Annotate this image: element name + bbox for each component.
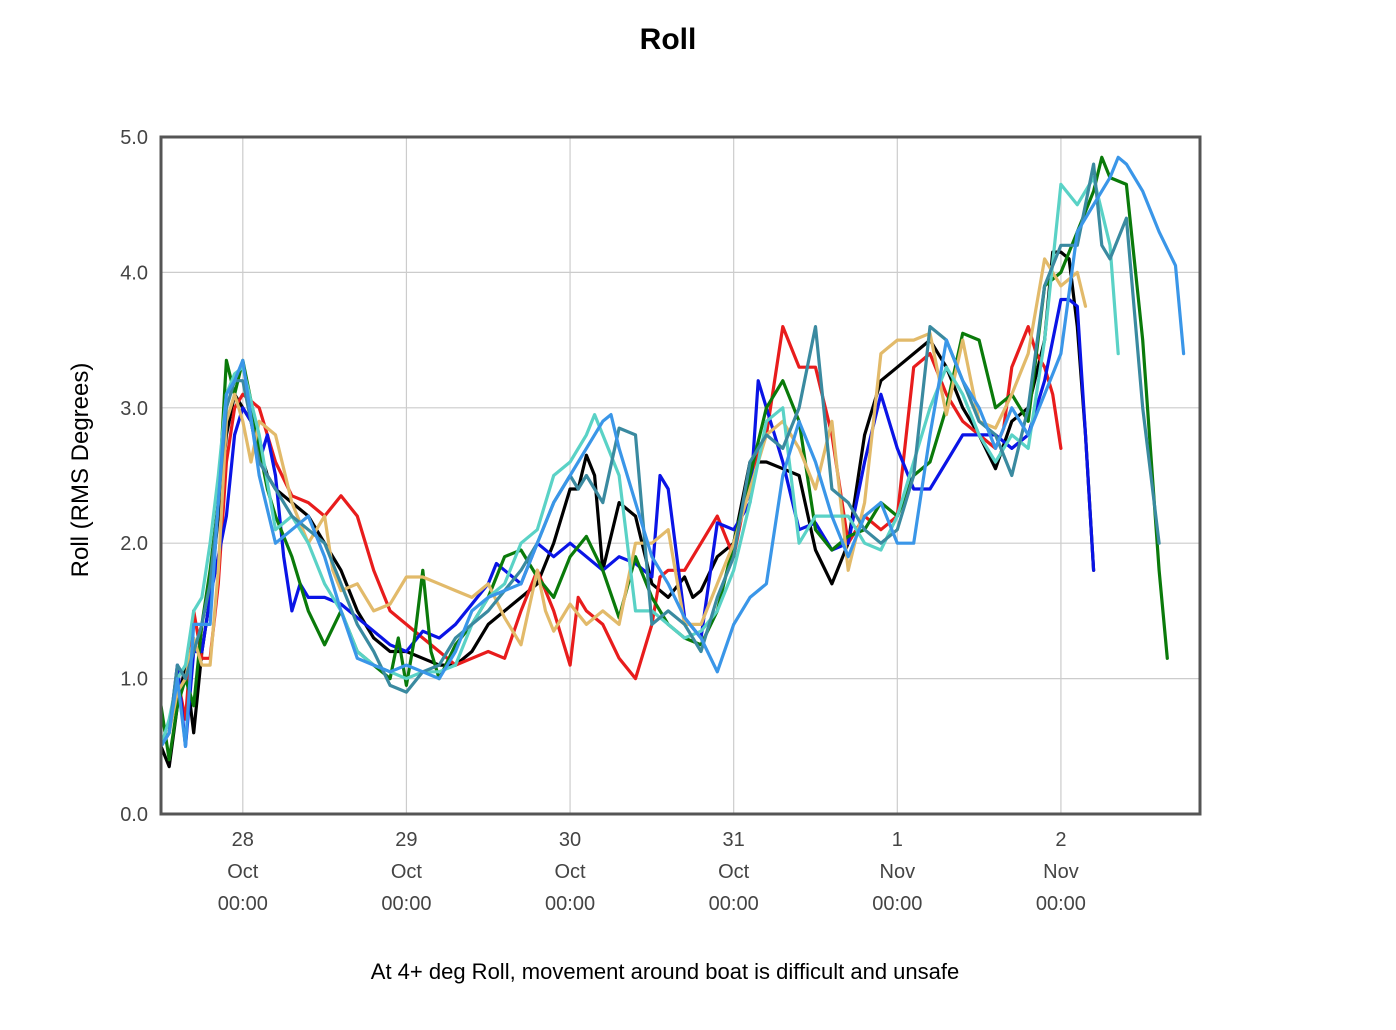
y-axis-label: Roll (RMS Degrees) bbox=[67, 363, 94, 578]
x-tick-label: 00:00 bbox=[218, 893, 268, 915]
x-tick-label: Oct bbox=[227, 861, 259, 883]
y-tick-label: 4.0 bbox=[120, 262, 148, 284]
x-tick-label: 00:00 bbox=[709, 893, 759, 915]
x-tick-label: 28 bbox=[232, 829, 254, 851]
x-tick-label: Nov bbox=[880, 861, 916, 883]
x-tick-label: 00:00 bbox=[545, 893, 595, 915]
x-tick-label: 30 bbox=[559, 829, 581, 851]
y-tick-label: 5.0 bbox=[120, 127, 148, 149]
x-tick-label: 00:00 bbox=[381, 893, 431, 915]
x-tick-label: 1 bbox=[892, 829, 903, 851]
x-tick-label: Oct bbox=[391, 861, 423, 883]
chart-caption: At 4+ deg Roll, movement around boat is … bbox=[371, 959, 959, 984]
series-line-gold bbox=[161, 257, 1088, 748]
plot-frame bbox=[159, 135, 1202, 816]
y-tick-label: 3.0 bbox=[120, 398, 148, 420]
grid-lines bbox=[161, 136, 1200, 815]
x-tick-label: 31 bbox=[723, 829, 745, 851]
x-tick-label: 2 bbox=[1055, 829, 1066, 851]
chart-title: Roll bbox=[640, 23, 697, 56]
x-tick-label: 00:00 bbox=[1036, 893, 1086, 915]
series-line-green bbox=[161, 155, 1169, 762]
y-tick-label: 2.0 bbox=[120, 533, 148, 555]
series-line-steel-teal bbox=[161, 162, 1161, 748]
series-line-black bbox=[161, 250, 1096, 769]
x-tick-label: 00:00 bbox=[872, 893, 922, 915]
y-tick-label: 0.0 bbox=[120, 804, 148, 826]
x-tick-label: 29 bbox=[395, 829, 417, 851]
y-tick-label: 1.0 bbox=[120, 669, 148, 691]
series-lines bbox=[161, 155, 1186, 769]
x-tick-label: Nov bbox=[1043, 861, 1079, 883]
x-tick-label: Oct bbox=[718, 861, 750, 883]
series-line-sky-blue bbox=[161, 155, 1186, 748]
series-line-turquoise bbox=[161, 176, 1120, 748]
y-tick-labels: 0.0 1.0 2.0 3.0 4.0 5.0 bbox=[120, 127, 148, 826]
x-tick-label: Oct bbox=[554, 861, 586, 883]
x-tick-labels: 28 Oct 00:00 29 Oct 00:00 30 Oct 00:00 31 Oct 00:00… bbox=[218, 829, 1086, 915]
